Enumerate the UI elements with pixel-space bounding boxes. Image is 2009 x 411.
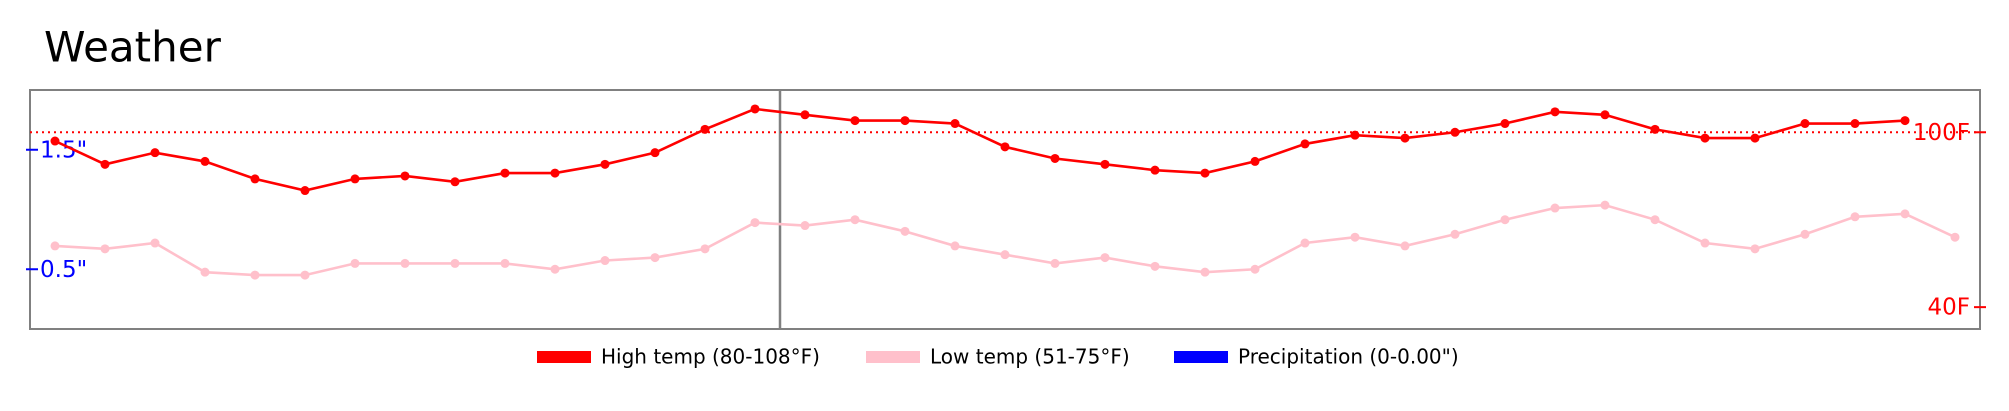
point bbox=[1100, 253, 1110, 263]
point bbox=[250, 174, 260, 184]
point bbox=[800, 221, 810, 231]
point bbox=[600, 256, 610, 266]
point bbox=[350, 174, 360, 184]
point bbox=[1750, 133, 1760, 143]
point bbox=[350, 258, 360, 268]
point bbox=[1300, 139, 1310, 149]
point bbox=[1650, 124, 1660, 134]
point bbox=[1800, 119, 1810, 129]
point bbox=[1200, 168, 1210, 178]
point bbox=[1700, 133, 1710, 143]
point bbox=[100, 244, 110, 254]
point bbox=[1850, 212, 1860, 222]
point bbox=[1450, 127, 1460, 137]
point bbox=[1250, 156, 1260, 166]
point bbox=[1500, 215, 1510, 225]
point bbox=[1550, 107, 1560, 117]
point bbox=[300, 270, 310, 280]
point bbox=[1150, 261, 1160, 271]
plot-frame bbox=[29, 89, 1981, 330]
point bbox=[1650, 215, 1660, 225]
point bbox=[700, 244, 710, 254]
point bbox=[1600, 200, 1610, 210]
point bbox=[1450, 229, 1460, 239]
point bbox=[850, 215, 860, 225]
legend-label: Precipitation (0-0.00") bbox=[1238, 345, 1459, 369]
series-line bbox=[54, 107, 1906, 192]
point bbox=[150, 148, 160, 158]
point bbox=[950, 119, 960, 129]
point bbox=[1900, 209, 1910, 219]
point bbox=[1400, 133, 1410, 143]
point bbox=[100, 159, 110, 169]
point bbox=[400, 171, 410, 181]
y-tick-label: 100F bbox=[1913, 120, 1970, 146]
point bbox=[750, 104, 760, 114]
point bbox=[700, 124, 710, 134]
legend-swatch bbox=[537, 351, 591, 363]
point bbox=[750, 218, 760, 228]
point bbox=[1950, 232, 1960, 242]
point bbox=[450, 177, 460, 187]
point bbox=[1350, 232, 1360, 242]
point bbox=[950, 241, 960, 251]
point bbox=[850, 116, 860, 126]
point bbox=[1900, 116, 1910, 126]
point bbox=[250, 270, 260, 280]
point bbox=[1600, 110, 1610, 120]
point bbox=[1150, 165, 1160, 175]
point bbox=[200, 267, 210, 277]
point bbox=[1700, 238, 1710, 248]
point bbox=[1850, 119, 1860, 129]
point bbox=[650, 253, 660, 263]
y-tick-label: 40F bbox=[1928, 295, 1971, 321]
point bbox=[1800, 229, 1810, 239]
point bbox=[200, 156, 210, 166]
point bbox=[50, 241, 60, 251]
point bbox=[1550, 203, 1560, 213]
point bbox=[1100, 159, 1110, 169]
point bbox=[500, 258, 510, 268]
point bbox=[450, 258, 460, 268]
point bbox=[50, 136, 60, 146]
point bbox=[1250, 264, 1260, 274]
point bbox=[150, 238, 160, 248]
y2-tick-label: 1.5" bbox=[40, 137, 87, 163]
point bbox=[1300, 238, 1310, 248]
point bbox=[1500, 119, 1510, 129]
point bbox=[1350, 130, 1360, 140]
point bbox=[550, 168, 560, 178]
point bbox=[1050, 258, 1060, 268]
point bbox=[500, 168, 510, 178]
point bbox=[650, 148, 660, 158]
series-line bbox=[54, 203, 1956, 277]
point bbox=[1750, 244, 1760, 254]
point bbox=[1050, 153, 1060, 163]
legend-swatch bbox=[1174, 351, 1228, 363]
legend-swatch bbox=[866, 351, 920, 363]
point bbox=[1000, 250, 1010, 260]
point bbox=[1200, 267, 1210, 277]
point bbox=[800, 110, 810, 120]
point bbox=[900, 116, 910, 126]
point bbox=[1400, 241, 1410, 251]
point bbox=[300, 186, 310, 196]
legend-label: Low temp (51-75°F) bbox=[930, 345, 1130, 369]
point bbox=[400, 258, 410, 268]
point bbox=[900, 226, 910, 236]
chart-title: Weather bbox=[44, 23, 222, 72]
point bbox=[600, 159, 610, 169]
point bbox=[550, 264, 560, 274]
y2-tick-label: 0.5" bbox=[40, 257, 87, 283]
legend-label: High temp (80-108°F) bbox=[601, 345, 820, 369]
point bbox=[1000, 142, 1010, 152]
